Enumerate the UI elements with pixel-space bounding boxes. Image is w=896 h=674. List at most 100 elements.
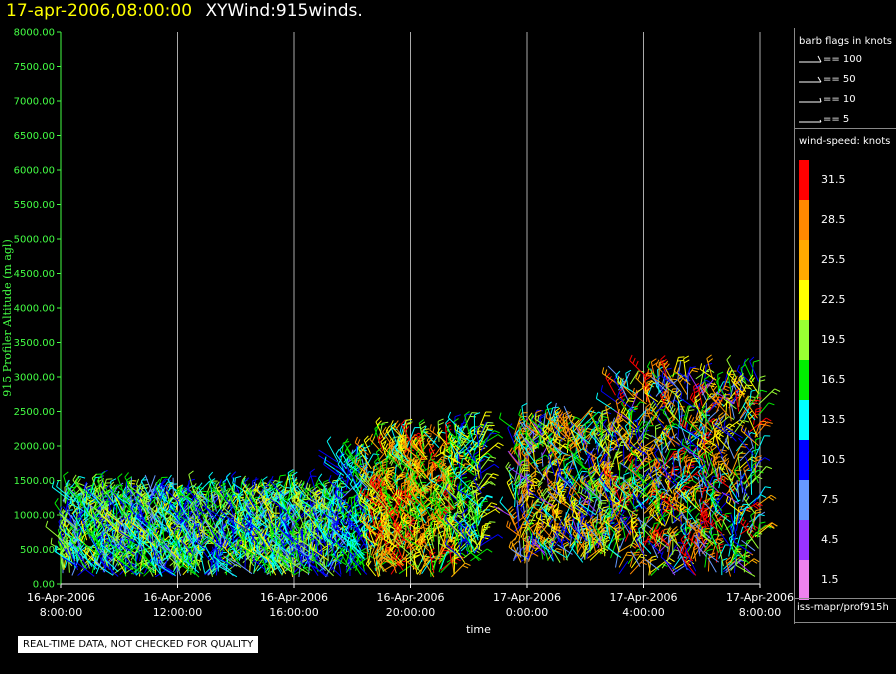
wind-barb	[277, 528, 295, 545]
wind-barb-feather	[512, 515, 518, 520]
wind-barb	[88, 474, 97, 495]
wind-barb-feather	[412, 457, 415, 464]
wind-barb	[128, 531, 135, 547]
wind-barb-feather	[153, 527, 158, 534]
wind-barb-feather	[150, 556, 155, 563]
wind-barb-feather	[400, 501, 405, 507]
wind-barb-feather	[161, 491, 164, 498]
wind-barb	[63, 480, 69, 503]
wind-barb-feather	[125, 494, 132, 500]
wind-barb	[198, 543, 207, 564]
wind-barb-feather	[447, 484, 451, 491]
wind-barb	[64, 493, 70, 518]
wind-barb	[194, 480, 210, 497]
wind-barb-feather	[135, 495, 139, 502]
wind-barb-feather	[383, 495, 387, 502]
wind-barb-feather	[384, 545, 388, 551]
wind-barb	[296, 534, 300, 550]
wind-barb-feather	[362, 530, 365, 537]
wind-barb-feather	[169, 535, 174, 541]
wind-barb-feather	[403, 514, 406, 521]
wind-barb-feather	[234, 506, 240, 512]
wind-barb-feather	[155, 478, 161, 485]
wind-barb	[467, 496, 483, 512]
wind-barb-feather	[244, 532, 248, 539]
wind-barb	[344, 443, 357, 462]
wind-barb-feather	[360, 547, 367, 552]
wind-barb-feather	[110, 478, 117, 482]
wind-barb-feather	[249, 517, 253, 524]
wind-barb	[304, 524, 314, 537]
wind-barb-feather	[334, 488, 338, 495]
wind-barb-feather	[384, 522, 388, 529]
wind-barb-feather	[506, 477, 512, 483]
wind-barb-feather	[78, 532, 82, 539]
wind-barb-feather	[373, 510, 380, 515]
wind-barb-feather	[467, 456, 471, 463]
wind-barb-feather	[81, 535, 85, 542]
wind-barb	[258, 533, 268, 547]
wind-barb	[194, 493, 213, 506]
wind-barb	[154, 512, 166, 532]
wind-barb-feather	[450, 513, 457, 518]
wind-barb-feather	[216, 518, 221, 525]
wind-barb-feather	[357, 465, 362, 471]
wind-barb-feather	[293, 550, 298, 557]
wind-barb-feather	[143, 496, 146, 503]
wind-barb	[411, 497, 430, 511]
wind-barb-feather	[394, 522, 399, 529]
wind-barb	[338, 477, 351, 490]
wind-barb-feather	[467, 507, 472, 514]
y-tick-label: 8000.00	[14, 28, 55, 39]
wind-barb-feather	[466, 527, 471, 534]
wind-barb-feather	[363, 435, 369, 441]
wind-barb-feather	[229, 558, 236, 563]
wind-barb-feather	[378, 472, 383, 479]
wind-barb	[354, 456, 357, 476]
wind-barb-feather	[466, 543, 469, 551]
wind-barb	[150, 561, 163, 577]
wind-barb-feather	[315, 534, 321, 540]
wind-barb-feather	[270, 475, 274, 482]
wind-barb-feather	[448, 472, 454, 478]
wind-barb-feather	[406, 556, 413, 560]
wind-barb-feather	[286, 507, 291, 513]
wind-barb-feather	[99, 499, 105, 505]
wind-barb-feather	[121, 507, 126, 514]
wind-barb	[331, 554, 347, 566]
wind-barb-feather	[413, 476, 418, 482]
wind-barb	[287, 482, 293, 501]
wind-barb-feather	[168, 568, 174, 573]
wind-barb-feather	[415, 439, 420, 446]
wind-barb-feather	[248, 509, 252, 516]
wind-barb	[302, 523, 306, 543]
wind-barb-feather	[499, 412, 502, 419]
wind-barb-feather	[301, 494, 304, 501]
wind-barb	[267, 512, 277, 536]
wind-barb-feather	[497, 434, 504, 439]
wind-barb	[335, 465, 351, 478]
wind-barb-feather	[525, 543, 528, 550]
wind-barb-feather	[387, 547, 391, 554]
wind-barb	[385, 498, 397, 513]
wind-barb-feather	[177, 484, 183, 489]
wind-barb	[258, 509, 264, 527]
wind-barb-feather	[479, 458, 486, 463]
wind-barbs	[45, 354, 781, 578]
wind-barb	[321, 531, 334, 547]
wind-barb	[118, 530, 136, 543]
wind-barb-feather	[386, 501, 393, 505]
wind-barb-feather	[400, 513, 403, 520]
y-tick-label: 4500.00	[14, 269, 55, 280]
wind-barb-feather	[380, 519, 384, 526]
wind-barb-feather	[177, 536, 183, 543]
x-tick-label-date: 16-Apr-2006	[260, 591, 328, 604]
wind-barb-feather	[494, 509, 501, 514]
wind-barb	[91, 511, 104, 529]
wind-barb-feather	[76, 532, 79, 539]
wind-barb-feather	[185, 555, 189, 562]
wind-barb	[70, 496, 78, 517]
wind-barb	[306, 558, 319, 576]
wind-barb-feather	[358, 490, 361, 497]
wind-barb-feather	[469, 415, 476, 418]
